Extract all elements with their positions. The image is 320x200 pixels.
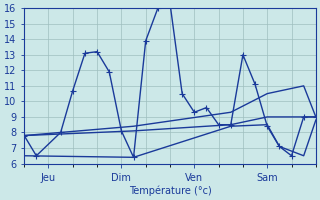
X-axis label: Température (°c): Température (°c) xyxy=(129,185,212,196)
